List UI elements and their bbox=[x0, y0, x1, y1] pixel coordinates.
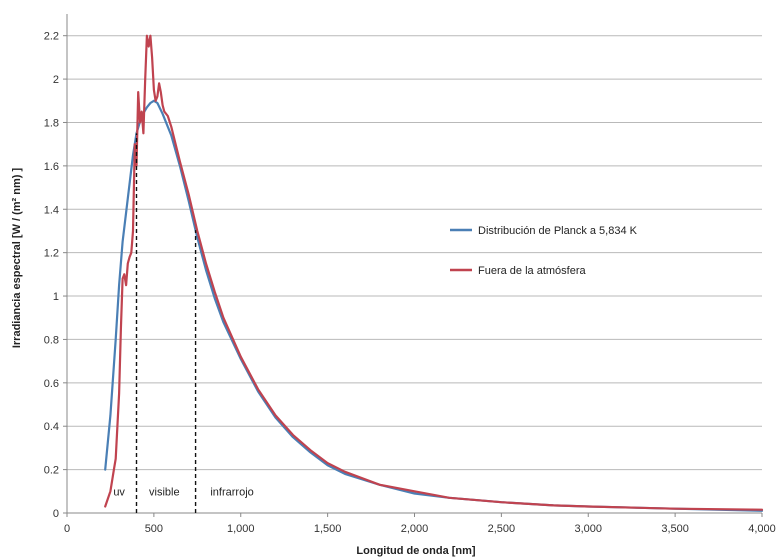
y-tick-label: 1.2 bbox=[44, 248, 59, 260]
region-boundaries bbox=[135, 133, 197, 513]
y-tick-label: 0.2 bbox=[44, 465, 59, 477]
y-tick-label: 1.8 bbox=[44, 117, 59, 129]
x-tick-label: 1,500 bbox=[314, 523, 342, 535]
y-tick-label: 2 bbox=[53, 74, 59, 86]
series-lines bbox=[104, 34, 764, 512]
x-tick-label: 3,000 bbox=[574, 523, 602, 535]
x-tick-label: 1,000 bbox=[227, 523, 255, 535]
tick-labels: 0 0.2 0.4 0.6 0.8 1 1.2 1.4 1.6 1.8 2 2.2 0 500 1,000 1… bbox=[44, 31, 776, 535]
y-tick-label: 2.2 bbox=[44, 31, 59, 43]
region-label: uv bbox=[113, 486, 125, 498]
series-line-0 bbox=[104, 99, 764, 512]
axes bbox=[63, 14, 763, 517]
y-tick-label: 1 bbox=[53, 291, 59, 303]
legend-label-0: Distribución de Planck a 5,834 K bbox=[478, 225, 638, 237]
x-tick-label: 2,000 bbox=[401, 523, 429, 535]
legend: Distribución de Planck a 5,834 K Fuera de… bbox=[450, 225, 638, 277]
legend-label-1: Fuera de la atmósfera bbox=[478, 265, 586, 277]
y-tick-label: 0.6 bbox=[44, 378, 59, 390]
x-tick-label: 2,500 bbox=[488, 523, 516, 535]
region-label: visible bbox=[149, 486, 180, 498]
y-tick-label: 0.4 bbox=[44, 421, 59, 433]
x-tick-label: 3,500 bbox=[661, 523, 689, 535]
x-tick-label: 4,000 bbox=[748, 523, 776, 535]
grid-lines bbox=[67, 35, 762, 471]
y-axis-title: Irradiancia espectral [W / (m² nm) ] bbox=[11, 168, 23, 349]
x-tick-label: 0 bbox=[64, 523, 70, 535]
region-labels: uv visible infrarrojo bbox=[113, 486, 253, 498]
x-axis-title: Longitud de onda [nm] bbox=[356, 545, 475, 557]
y-tick-label: 0.8 bbox=[44, 334, 59, 346]
y-tick-label: 1.4 bbox=[44, 204, 59, 216]
x-tick-label: 500 bbox=[145, 523, 163, 535]
series-line-1 bbox=[104, 34, 764, 511]
region-label: infrarrojo bbox=[210, 486, 253, 498]
y-tick-label: 1.6 bbox=[44, 161, 59, 173]
y-tick-label: 0 bbox=[53, 508, 59, 520]
